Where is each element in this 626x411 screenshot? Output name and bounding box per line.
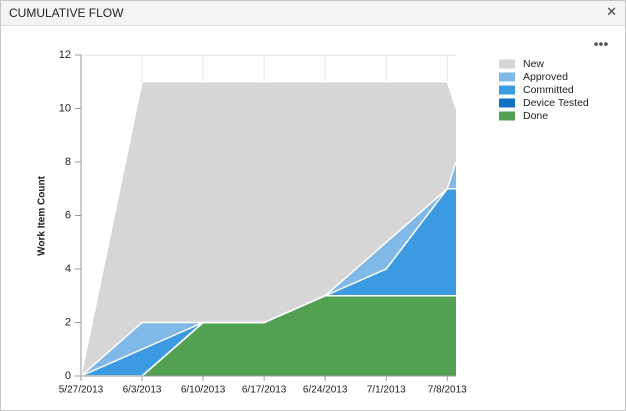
legend-label: Approved [523, 71, 568, 83]
y-tick-label: 10 [59, 102, 71, 114]
legend-label: Device Tested [523, 97, 589, 109]
area-edge [80, 161, 457, 377]
x-tick-label: 6/17/2013 [242, 385, 287, 396]
x-tick-label: 7/8/2013 [428, 385, 467, 396]
legend-label: Done [523, 110, 548, 122]
x-tick-label: 7/1/2013 [367, 385, 406, 396]
legend-swatch [499, 98, 515, 108]
y-axis-label: Work Item Count [37, 175, 48, 255]
close-button[interactable]: ✕ [606, 4, 617, 19]
legend-swatch [499, 85, 515, 95]
y-tick-label: 4 [65, 263, 71, 275]
area-fill [81, 295, 456, 376]
y-tick-label: 0 [65, 370, 71, 382]
legend-swatch [499, 72, 515, 82]
header: CUMULATIVE FLOW ✕ [1, 1, 625, 26]
legend-label: New [523, 58, 544, 70]
area-fill [81, 81, 456, 376]
legend-swatch [499, 111, 515, 121]
y-tick-label: 8 [65, 156, 71, 168]
legend-label: Committed [523, 84, 574, 96]
x-tick-label: 5/27/2013 [59, 385, 104, 396]
x-tick-label: 6/3/2013 [123, 385, 162, 396]
more-menu[interactable]: ••• [594, 36, 609, 52]
y-tick-label: 12 [59, 49, 71, 61]
y-tick-label: 6 [65, 209, 71, 221]
legend-swatch [499, 59, 515, 69]
x-tick-label: 6/10/2013 [181, 385, 226, 396]
area-edge [80, 81, 457, 377]
x-tick-label: 6/24/2013 [303, 385, 348, 396]
area-fill [81, 188, 456, 376]
y-tick-label: 2 [65, 316, 71, 328]
widget-title: CUMULATIVE FLOW [9, 6, 124, 20]
